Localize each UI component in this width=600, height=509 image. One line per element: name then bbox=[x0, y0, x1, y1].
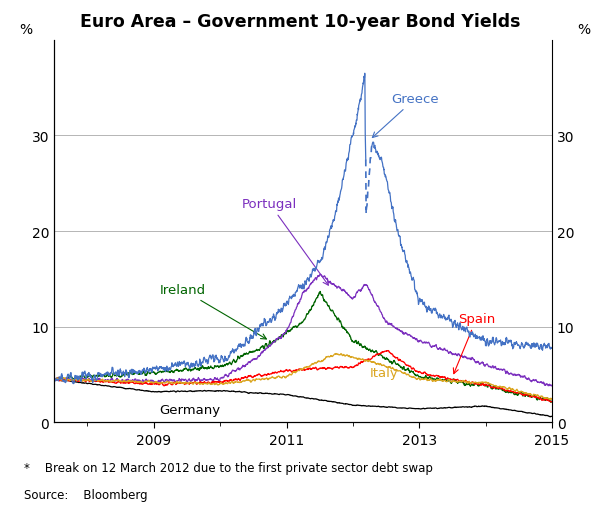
Text: Ireland: Ireland bbox=[160, 284, 266, 340]
Text: Italy: Italy bbox=[370, 366, 398, 380]
Text: Euro Area – Government 10-year Bond Yields: Euro Area – Government 10-year Bond Yiel… bbox=[80, 13, 520, 31]
Text: Portugal: Portugal bbox=[242, 198, 328, 286]
Text: %: % bbox=[19, 23, 32, 37]
Text: Source:    Bloomberg: Source: Bloomberg bbox=[24, 488, 148, 500]
Text: *    Break on 12 March 2012 due to the first private sector debt swap: * Break on 12 March 2012 due to the firs… bbox=[24, 461, 433, 473]
Text: Spain: Spain bbox=[454, 313, 495, 374]
Text: Germany: Germany bbox=[160, 403, 221, 416]
Text: %: % bbox=[577, 23, 590, 37]
Text: Greece: Greece bbox=[373, 93, 439, 138]
